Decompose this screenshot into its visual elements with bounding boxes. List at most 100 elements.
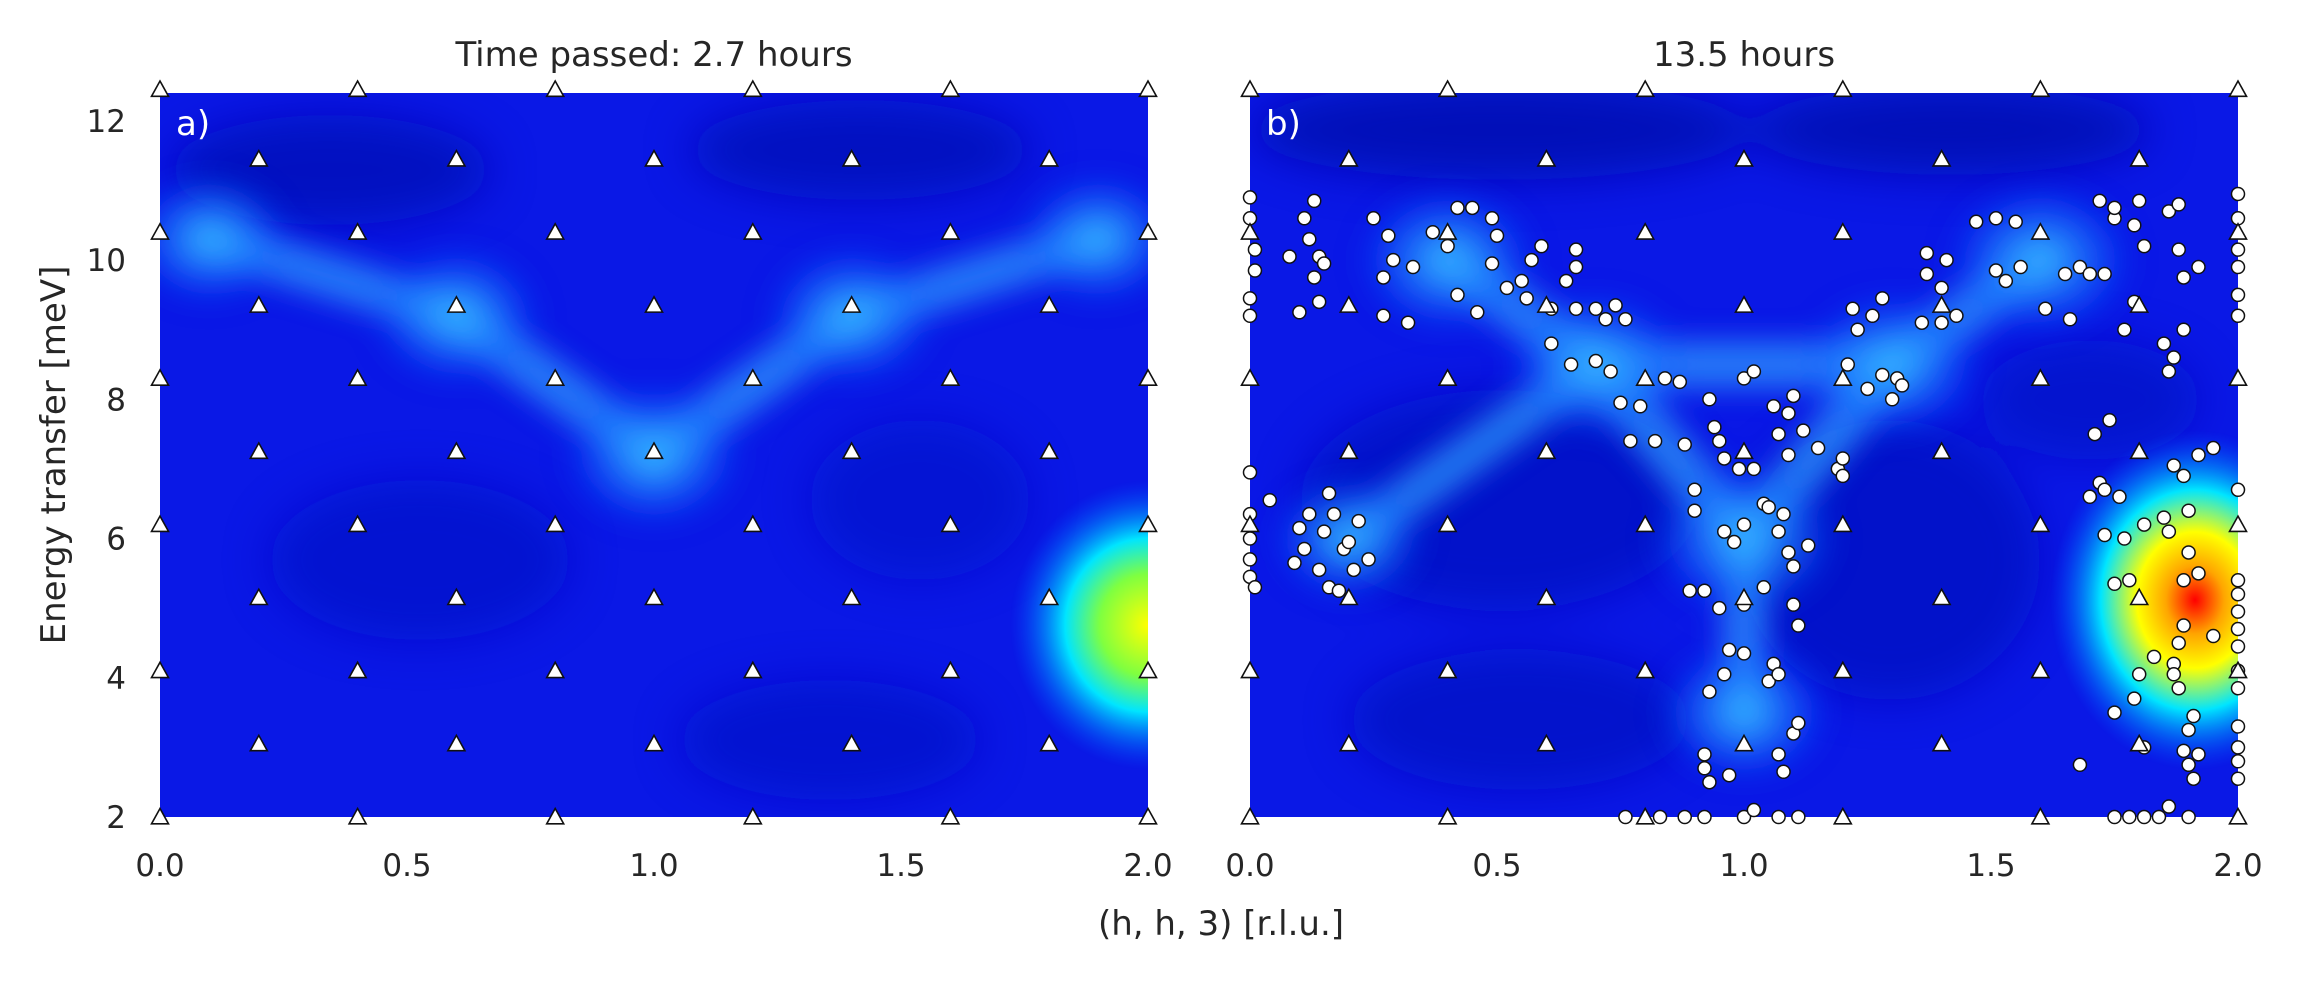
grid-point xyxy=(940,222,961,240)
adaptive-point xyxy=(1242,531,1258,546)
adaptive-point xyxy=(1242,465,1258,480)
grid-point xyxy=(1734,148,1754,167)
adaptive-point xyxy=(1326,506,1342,522)
grid-point xyxy=(150,806,170,825)
adaptive-point xyxy=(2097,482,2112,498)
y-tick-label: 8 xyxy=(106,382,126,418)
panel-a-title: Time passed: 2.7 hours xyxy=(454,35,852,75)
grid-point xyxy=(1931,587,1952,606)
grid-point xyxy=(940,79,961,98)
adaptive-point xyxy=(1247,263,1263,278)
intensity-feature xyxy=(1016,173,1148,306)
intensity-feature xyxy=(369,246,544,386)
grid-point xyxy=(1039,587,1060,606)
panel-b-hotspot xyxy=(2050,430,2238,770)
grid-point xyxy=(1240,660,1260,679)
grid-point xyxy=(2129,587,2150,606)
adaptive-point xyxy=(1633,399,1648,414)
adaptive-point xyxy=(2181,503,2196,518)
adaptive-point xyxy=(1894,378,1910,393)
adaptive-point xyxy=(1702,774,1717,790)
adaptive-point xyxy=(1791,809,1806,825)
adaptive-point xyxy=(2136,238,2152,254)
adaptive-point xyxy=(1810,440,1826,456)
adaptive-point xyxy=(1939,252,1954,268)
adaptive-point xyxy=(1484,211,1500,226)
adaptive-point xyxy=(1746,802,1762,818)
grid-point xyxy=(1039,148,1060,167)
grid-point xyxy=(1536,295,1557,313)
adaptive-point xyxy=(2062,312,2078,327)
adaptive-point xyxy=(2097,266,2112,282)
adaptive-point xyxy=(1247,580,1263,595)
adaptive-point xyxy=(2127,218,2142,233)
adaptive-point xyxy=(2151,809,2167,825)
grid-point xyxy=(940,806,961,825)
grid-point xyxy=(2228,368,2248,387)
grid-point xyxy=(347,79,368,98)
grid-point xyxy=(545,222,566,240)
adaptive-point xyxy=(2181,809,2196,825)
x-tick-label: 0.0 xyxy=(1225,848,1274,884)
adaptive-point xyxy=(1914,315,1930,330)
adaptive-point xyxy=(2107,200,2122,216)
adaptive-point xyxy=(1988,211,2004,226)
adaptive-point xyxy=(1791,715,1806,731)
adaptive-point xyxy=(2191,259,2206,275)
adaptive-point xyxy=(1321,486,1337,501)
adaptive-point xyxy=(1687,503,1702,518)
grid-point xyxy=(347,514,368,533)
adaptive-point xyxy=(1716,524,1732,539)
adaptive-point xyxy=(2230,740,2246,755)
adaptive-point xyxy=(2156,510,2172,525)
adaptive-point xyxy=(2107,576,2122,592)
grid-point xyxy=(2129,148,2150,167)
adaptive-point xyxy=(1840,357,1855,372)
adaptive-point xyxy=(2171,197,2186,212)
grid-point xyxy=(446,148,467,167)
grid-point xyxy=(248,587,269,606)
grid-point xyxy=(545,660,566,679)
intensity-feature xyxy=(1648,461,1840,616)
adaptive-point xyxy=(1968,214,1984,230)
grid-point xyxy=(1437,514,1458,533)
grid-point xyxy=(742,660,763,679)
adaptive-point xyxy=(1721,642,1737,658)
adaptive-point xyxy=(1311,562,1327,578)
grid-point xyxy=(1832,368,1853,387)
grid-point xyxy=(1832,222,1853,240)
adaptive-point xyxy=(1786,597,1801,612)
adaptive-point xyxy=(1568,259,1584,275)
adaptive-point xyxy=(1934,280,1949,296)
adaptive-point xyxy=(2092,193,2107,209)
grid-point xyxy=(2030,806,2051,825)
adaptive-point xyxy=(1771,426,1786,442)
adaptive-point xyxy=(2206,440,2221,456)
adaptive-point xyxy=(1781,545,1796,560)
grid-point xyxy=(150,660,170,679)
grid-point xyxy=(1734,587,1754,606)
adaptive-point xyxy=(1781,447,1796,463)
adaptive-point xyxy=(2156,336,2172,351)
grid-point xyxy=(150,79,170,98)
adaptive-point xyxy=(1469,305,1485,320)
grid-point xyxy=(2228,222,2248,240)
adaptive-point xyxy=(1687,482,1702,498)
adaptive-point xyxy=(2230,604,2246,619)
adaptive-point xyxy=(1949,308,1964,324)
adaptive-point xyxy=(2176,468,2191,484)
adaptive-point xyxy=(1746,461,1762,477)
adaptive-point xyxy=(1613,395,1628,411)
grid-point xyxy=(1240,222,1260,240)
grid-point xyxy=(1138,368,1158,387)
adaptive-point xyxy=(1716,667,1732,682)
grid-point xyxy=(1734,733,1754,752)
grid-point xyxy=(1832,79,1853,98)
adaptive-point xyxy=(2206,628,2221,644)
adaptive-point xyxy=(2176,573,2191,588)
adaptive-point xyxy=(2136,809,2152,825)
adaptive-point xyxy=(2191,747,2206,762)
adaptive-point xyxy=(1771,809,1786,825)
grid-point xyxy=(2228,79,2248,98)
